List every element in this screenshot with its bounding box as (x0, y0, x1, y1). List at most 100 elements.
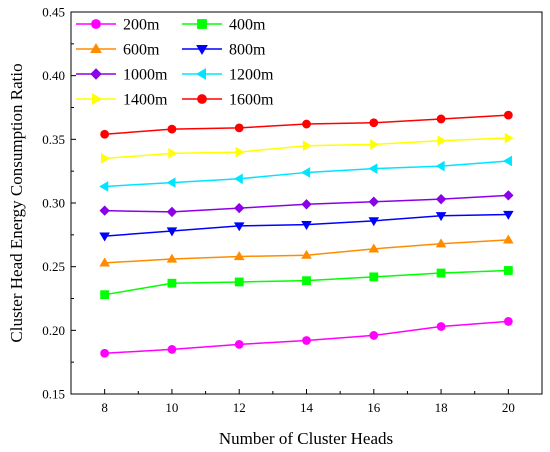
x-tick-label: 14 (300, 400, 314, 415)
x-tick-label: 20 (502, 400, 515, 415)
data-point (369, 272, 379, 282)
y-tick-label: 0.20 (42, 323, 65, 338)
data-point (168, 148, 178, 159)
series-1400m (101, 132, 514, 164)
data-point (234, 202, 245, 214)
data-point (503, 210, 514, 220)
data-point (368, 243, 380, 253)
data-point (436, 268, 446, 278)
data-point (503, 190, 514, 201)
data-point (99, 181, 109, 192)
y-tick-label: 0.40 (42, 68, 65, 83)
data-point (435, 212, 447, 222)
data-point (302, 276, 311, 286)
series-200m (100, 317, 513, 358)
data-point (99, 257, 110, 267)
legend-item-1000m: 1000m (76, 67, 168, 84)
data-point (235, 146, 245, 158)
legend-marker (196, 45, 208, 55)
data-point (234, 123, 244, 133)
data-point (503, 110, 513, 120)
data-point (99, 205, 110, 216)
data-point (100, 290, 110, 300)
data-point (302, 336, 311, 345)
data-point (167, 345, 177, 354)
x-tick-label: 8 (101, 400, 108, 415)
data-point (301, 167, 311, 178)
x-tick-label: 16 (367, 400, 381, 415)
data-point (100, 129, 110, 139)
data-point (435, 238, 447, 248)
series-1600m (100, 110, 513, 139)
data-point (301, 249, 312, 259)
legend-label: 400m (229, 17, 266, 34)
legend-marker (92, 93, 102, 105)
legend-label: 800m (229, 42, 266, 59)
data-point (166, 227, 178, 237)
y-tick-label: 0.35 (42, 132, 65, 147)
data-point (166, 253, 178, 263)
data-point (167, 278, 177, 288)
legend-label: 600m (123, 42, 160, 59)
legend-item-1200m: 1200m (182, 67, 274, 84)
axis-ticks: 8 10 12 14 16 18 20 0.15 0.20 0.25 0.30 0.35 0.40 0.4… (42, 5, 515, 416)
data-point (436, 114, 446, 124)
data-point (233, 222, 245, 232)
legend-label: 1000m (123, 67, 168, 84)
y-axis-label: Cluster Head Energy Consumption Ratio (7, 63, 26, 342)
legend-item-800m: 800m (182, 42, 266, 59)
data-point (167, 124, 177, 134)
legend-label: 200m (123, 17, 160, 34)
series-layer (99, 110, 514, 358)
y-tick-label: 0.45 (42, 5, 65, 20)
data-point (435, 160, 445, 172)
data-point (166, 177, 176, 188)
legend-marker (91, 19, 101, 29)
legend-label: 1600m (229, 92, 274, 109)
legend-marker (197, 19, 207, 29)
data-point (504, 132, 514, 144)
series-600m (99, 234, 514, 267)
data-point (100, 348, 110, 358)
data-point (302, 140, 312, 152)
series-1200m (99, 155, 512, 192)
series-400m (100, 266, 513, 300)
y-tick-label: 0.25 (42, 259, 65, 274)
legend-marker (90, 43, 102, 53)
data-point (502, 155, 512, 167)
x-tick-label: 18 (435, 400, 448, 415)
data-point (435, 194, 447, 205)
data-point (368, 196, 379, 207)
data-point (370, 139, 380, 150)
data-point (369, 331, 379, 340)
data-point (301, 221, 312, 231)
legend-item-1600m: 1600m (182, 92, 274, 109)
legend-marker (90, 68, 102, 80)
data-point (233, 251, 245, 261)
legend-marker (197, 94, 207, 104)
data-point (503, 317, 513, 326)
data-point (368, 217, 380, 227)
data-point (234, 339, 244, 349)
data-point (368, 163, 378, 174)
y-tick-label: 0.30 (42, 196, 65, 211)
series-800m (99, 210, 514, 242)
data-point (233, 173, 243, 185)
legend-item-200m: 200m (76, 17, 160, 34)
data-point (436, 322, 446, 331)
data-point (437, 135, 447, 146)
data-point (503, 234, 514, 244)
data-point (99, 232, 110, 242)
y-tick-label: 0.15 (42, 387, 65, 402)
legend: 200m 400m 600m 800m 1000m 1200m 1400m 1600m (76, 17, 274, 109)
data-point (234, 277, 244, 287)
legend-item-1400m: 1400m (76, 92, 168, 109)
legend-item-400m: 400m (182, 17, 266, 34)
data-point (369, 118, 379, 128)
legend-marker (196, 68, 207, 80)
data-point (503, 266, 513, 275)
legend-label: 1400m (123, 92, 168, 109)
x-tick-label: 12 (233, 400, 246, 415)
data-point (101, 153, 111, 164)
